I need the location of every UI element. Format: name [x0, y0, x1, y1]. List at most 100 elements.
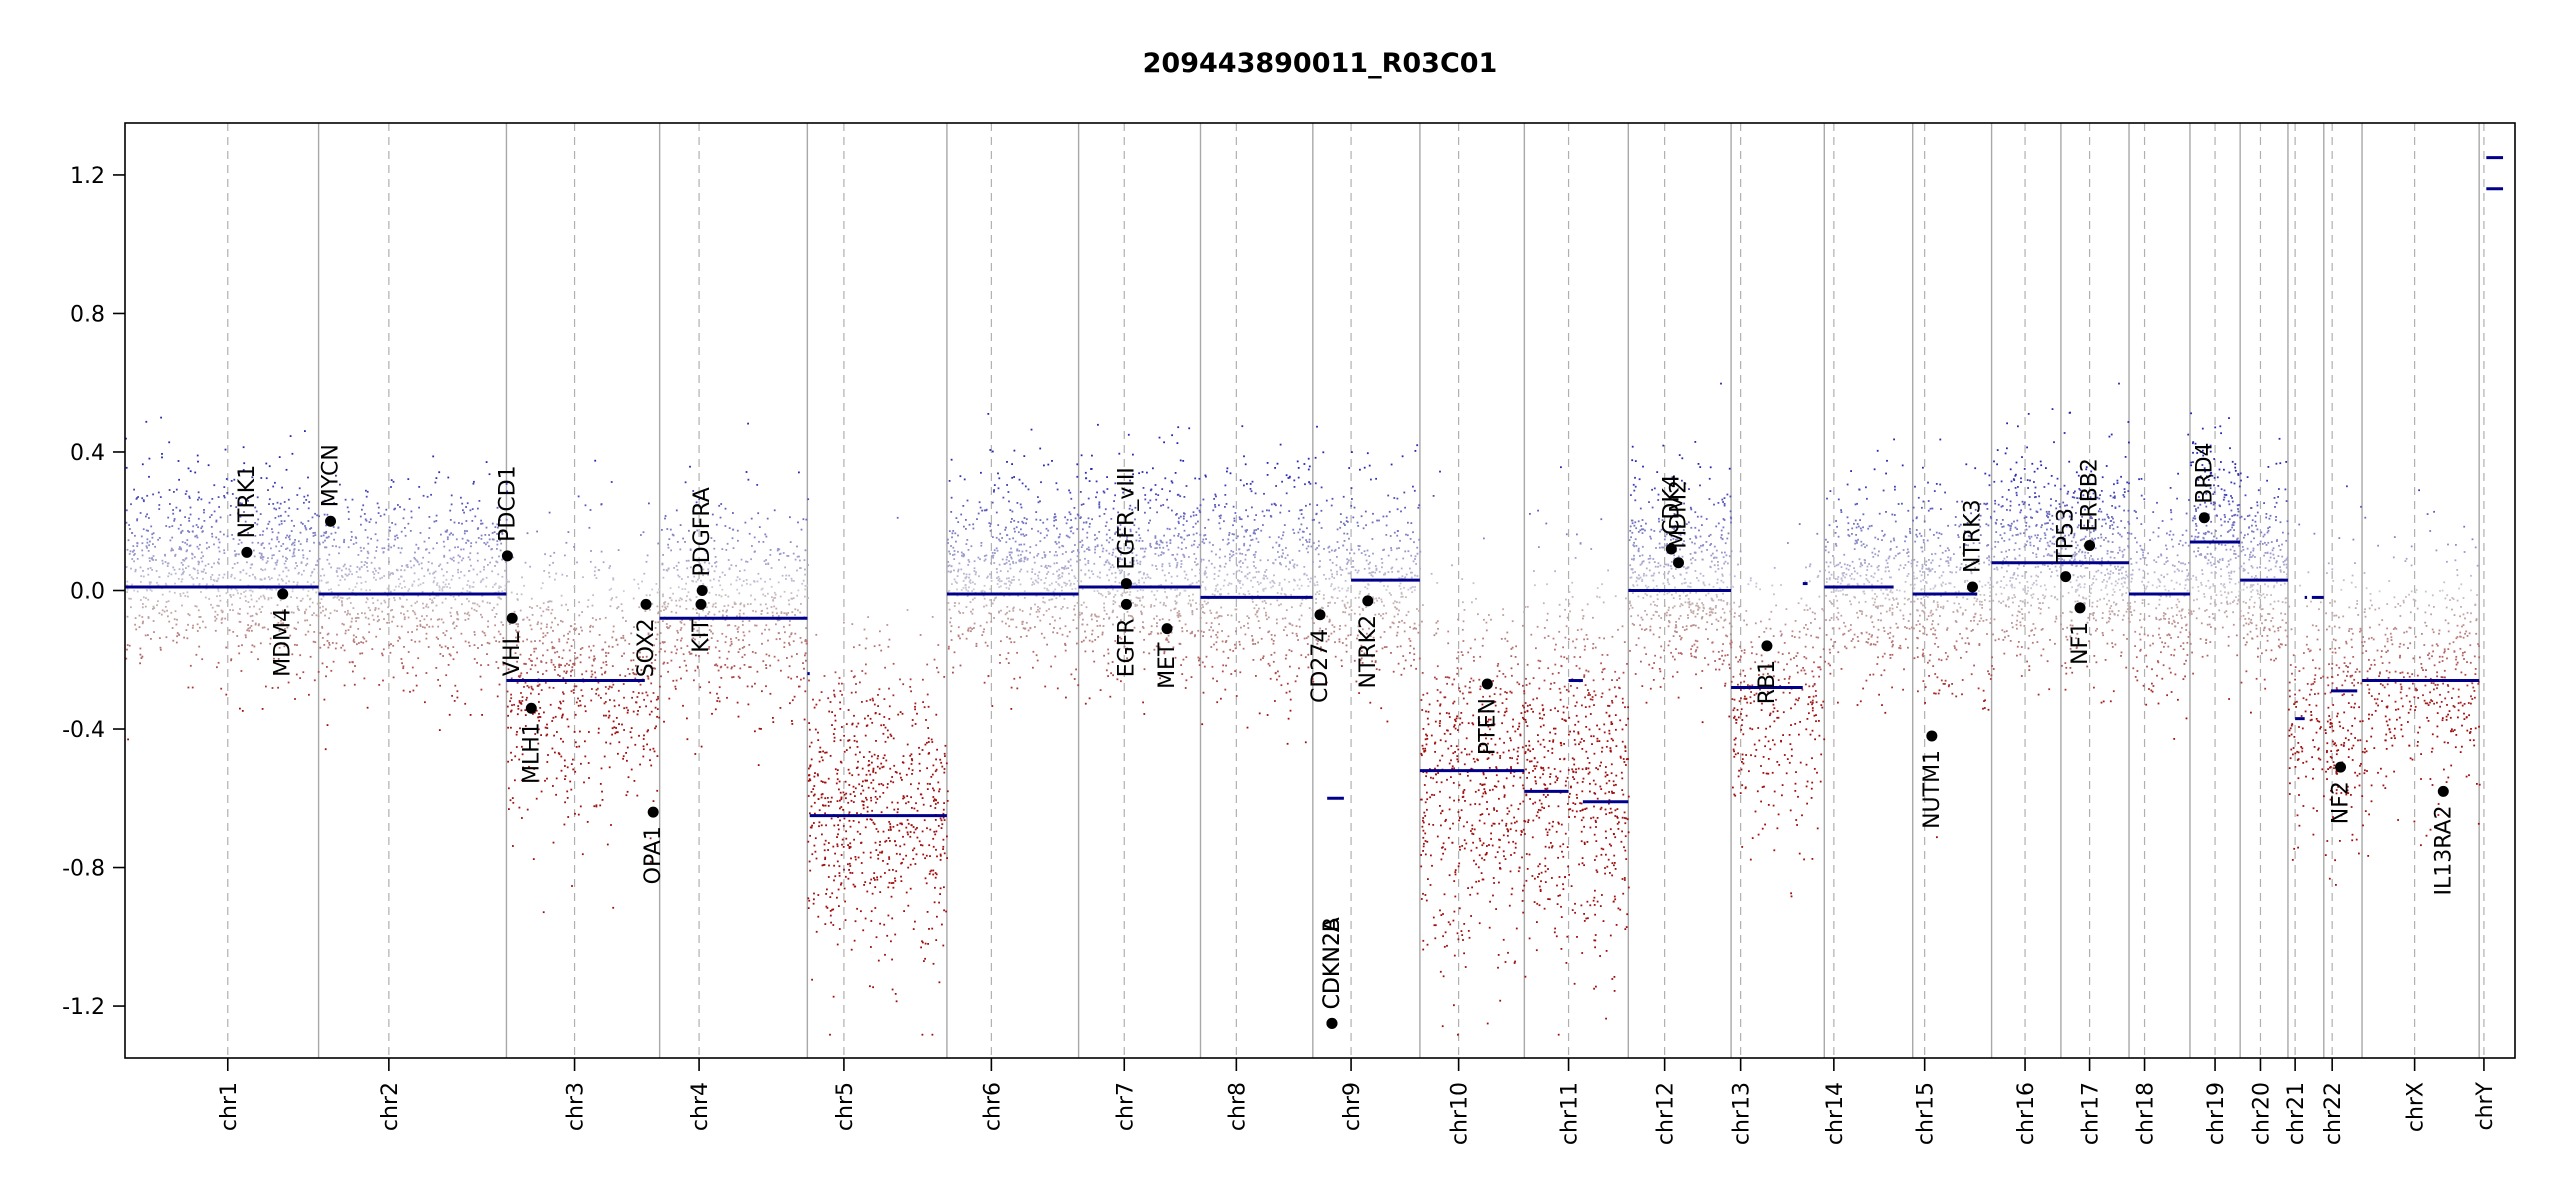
- probe-point: [341, 597, 344, 599]
- probe-point: [202, 577, 204, 580]
- probe-point: [217, 590, 220, 593]
- probe-point: [574, 657, 577, 660]
- probe-point: [909, 678, 912, 681]
- probe-point: [519, 702, 522, 704]
- probe-point: [807, 780, 810, 782]
- probe-point: [265, 477, 268, 480]
- probe-point: [582, 576, 584, 579]
- probe-point: [861, 767, 864, 770]
- probe-point: [202, 570, 205, 573]
- probe-point: [141, 542, 144, 545]
- probe-point: [180, 561, 183, 564]
- probe-point: [696, 529, 699, 532]
- probe-point: [816, 773, 819, 776]
- probe-point: [990, 555, 993, 557]
- probe-point: [450, 532, 452, 535]
- probe-point: [989, 599, 992, 601]
- probe-point: [501, 590, 504, 592]
- probe-point: [367, 617, 370, 620]
- probe-point: [1193, 540, 1196, 542]
- probe-point: [1141, 540, 1144, 542]
- probe-point: [633, 780, 636, 782]
- probe-point: [1155, 645, 1158, 648]
- probe-point: [1063, 567, 1065, 569]
- probe-point: [808, 728, 811, 731]
- probe-point: [938, 981, 941, 984]
- probe-point: [338, 546, 341, 549]
- probe-point: [1056, 562, 1058, 564]
- probe-point: [1017, 554, 1020, 557]
- probe-point: [738, 612, 741, 615]
- probe-point: [721, 571, 724, 574]
- probe-point: [468, 614, 471, 617]
- probe-point: [413, 611, 416, 614]
- probe-point: [691, 580, 694, 582]
- probe-point: [985, 554, 988, 557]
- probe-point: [1006, 606, 1009, 608]
- probe-point: [174, 555, 176, 557]
- probe-point: [382, 679, 384, 682]
- probe-point: [914, 708, 916, 711]
- probe-point: [186, 543, 188, 546]
- probe-point: [504, 569, 506, 572]
- probe-point: [784, 566, 786, 569]
- probe-point: [344, 629, 347, 632]
- probe-point: [511, 704, 513, 707]
- probe-point: [213, 562, 215, 565]
- probe-point: [276, 671, 278, 674]
- probe-point: [295, 673, 298, 676]
- probe-point: [418, 486, 421, 488]
- probe-point: [937, 825, 940, 827]
- probe-point: [863, 884, 865, 886]
- probe-point: [569, 659, 572, 662]
- probe-point: [1108, 552, 1111, 555]
- probe-point: [1192, 533, 1195, 536]
- probe-point: [874, 712, 877, 714]
- probe-point: [751, 685, 753, 688]
- probe-point: [483, 568, 485, 571]
- probe-point: [1076, 580, 1079, 582]
- probe-point: [1155, 547, 1158, 549]
- probe-point: [817, 731, 819, 734]
- probe-point: [280, 628, 283, 631]
- probe-point: [805, 627, 807, 629]
- probe-point: [1021, 550, 1024, 553]
- probe-point: [214, 615, 216, 618]
- probe-point: [289, 549, 291, 552]
- probe-point: [942, 816, 945, 819]
- probe-point: [288, 507, 291, 510]
- probe-point: [199, 543, 201, 546]
- probe-point: [336, 596, 339, 599]
- probe-point: [405, 564, 408, 567]
- probe-point: [1074, 613, 1076, 616]
- probe-point: [790, 677, 793, 680]
- probe-point: [1150, 605, 1152, 608]
- probe-point: [161, 559, 164, 562]
- probe-point: [804, 639, 807, 641]
- probe-point: [1199, 572, 1201, 575]
- probe-point: [390, 572, 392, 575]
- probe-point: [742, 580, 745, 582]
- probe-point: [1045, 609, 1048, 612]
- probe-point: [1188, 599, 1191, 602]
- probe-point: [466, 502, 469, 505]
- probe-point: [542, 636, 545, 638]
- probe-point: [1186, 578, 1189, 581]
- probe-point: [773, 509, 776, 512]
- probe-point: [796, 569, 798, 572]
- probe-point: [791, 720, 793, 722]
- probe-point: [1016, 548, 1019, 551]
- probe-point: [323, 644, 326, 646]
- probe-point: [400, 658, 403, 660]
- probe-point: [845, 749, 848, 751]
- probe-point: [1055, 542, 1058, 545]
- probe-point: [275, 588, 278, 591]
- probe-point: [647, 633, 650, 636]
- probe-point: [848, 862, 851, 865]
- probe-point: [741, 656, 744, 659]
- probe-point: [223, 573, 226, 576]
- probe-point: [809, 812, 811, 815]
- probe-point: [312, 640, 315, 643]
- probe-point: [778, 632, 780, 635]
- probe-point: [1139, 560, 1142, 563]
